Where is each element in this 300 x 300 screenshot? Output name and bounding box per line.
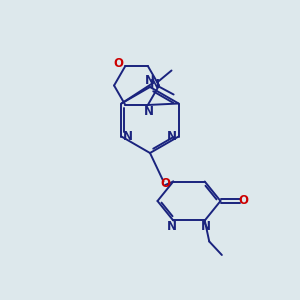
Text: N: N <box>144 105 154 118</box>
Text: N: N <box>167 130 177 143</box>
Text: O: O <box>114 57 124 70</box>
Text: N: N <box>145 74 155 87</box>
Text: N: N <box>123 130 133 143</box>
Text: N: N <box>167 220 177 233</box>
Text: O: O <box>160 177 170 190</box>
Text: O: O <box>238 194 249 208</box>
Text: N: N <box>201 220 211 233</box>
Text: N: N <box>150 77 160 91</box>
